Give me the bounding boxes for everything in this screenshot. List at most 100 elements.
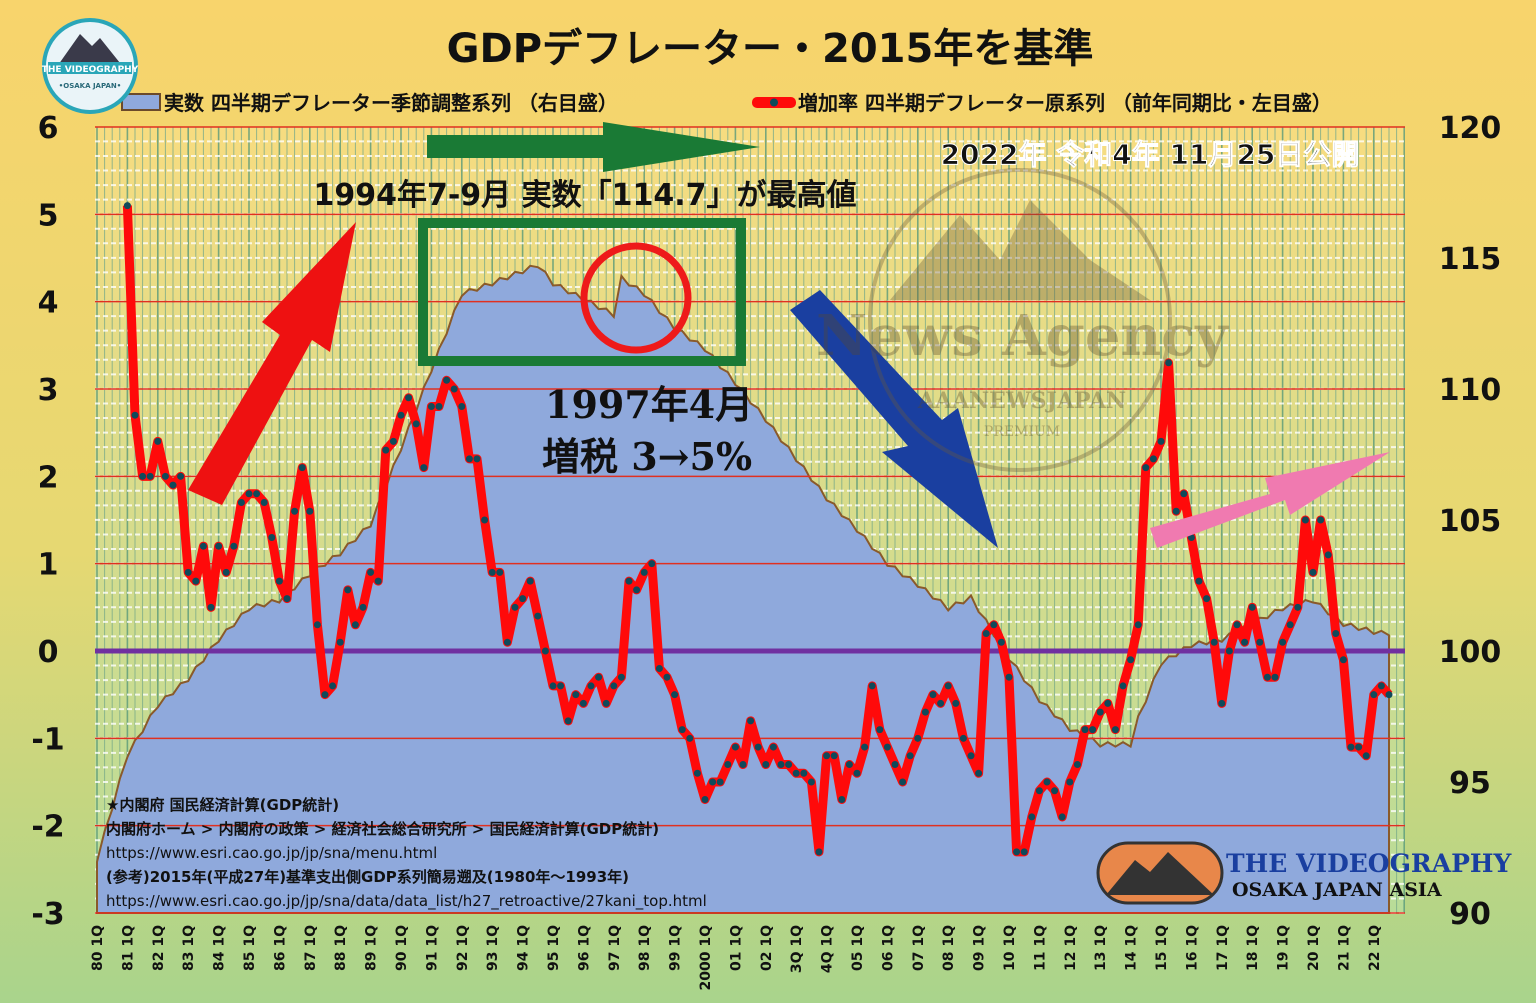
growth-rate-point — [1134, 621, 1142, 629]
svg-text:★内閣府 国民経済計算(GDP統計): ★内閣府 国民経済計算(GDP統計) — [106, 796, 339, 814]
growth-rate-point — [367, 568, 375, 576]
growth-rate-point — [899, 778, 907, 786]
growth-rate-point — [169, 481, 177, 489]
growth-rate-point — [800, 769, 808, 777]
growth-rate-point — [762, 761, 770, 769]
x-axis-tick-label: 20 1Q — [1306, 925, 1322, 971]
growth-rate-point — [1317, 516, 1325, 524]
growth-rate-point — [709, 778, 717, 786]
growth-rate-point — [1203, 595, 1211, 603]
growth-rate-point — [1195, 577, 1203, 585]
x-axis-tick-label: 84 1Q — [212, 925, 228, 971]
growth-rate-point — [792, 769, 800, 777]
x-axis-tick-label: 94 1Q — [516, 925, 532, 971]
growth-rate-point — [823, 752, 831, 760]
growth-rate-point — [139, 472, 147, 480]
growth-rate-point — [997, 638, 1005, 646]
left-axis-tick-label: 4 — [38, 286, 59, 321]
growth-rate-point — [275, 577, 283, 585]
x-axis-tick-label: 88 1Q — [333, 925, 349, 971]
x-axis-tick-label: 98 1Q — [637, 925, 653, 971]
growth-rate-point — [511, 603, 519, 611]
growth-rate-point — [344, 586, 352, 594]
growth-rate-point — [207, 603, 215, 611]
left-axis-tick-label: 1 — [38, 548, 59, 583]
legend-label-line: 増加率 四半期デフレーター原系列 （前年同期比・左目盛） — [798, 91, 1332, 115]
x-axis-tick-label: 89 1Q — [364, 925, 380, 971]
x-axis-tick-label: 05 1Q — [850, 925, 866, 971]
growth-rate-point — [161, 472, 169, 480]
growth-rate-point — [1035, 787, 1043, 795]
growth-rate-point — [975, 769, 983, 777]
growth-rate-point — [1339, 656, 1347, 664]
x-axis-tick-label: 2000 1Q — [698, 925, 714, 991]
x-axis-tick-label: 16 1Q — [1184, 925, 1200, 971]
growth-rate-point — [1180, 490, 1188, 498]
videography-logo-bottom: THE VIDEOGRAPHY OSAKA JAPAN ASIA — [1096, 841, 1513, 905]
x-axis-tick-label: 17 1Q — [1215, 925, 1231, 971]
x-axis-tick-label: 81 1Q — [120, 925, 136, 971]
growth-rate-point — [1058, 813, 1066, 821]
growth-rate-point — [579, 699, 587, 707]
growth-rate-point — [389, 437, 397, 445]
x-axis-tick-label: 01 1Q — [728, 925, 744, 971]
svg-text:THE VIDEOGRAPHY: THE VIDEOGRAPHY — [1226, 849, 1513, 878]
growth-rate-point — [534, 612, 542, 620]
growth-rate-point — [1279, 638, 1287, 646]
growth-rate-point — [1119, 682, 1127, 690]
growth-rate-point — [595, 673, 603, 681]
x-axis-tick-label: 14 1Q — [1124, 925, 1140, 971]
growth-rate-point — [1233, 621, 1241, 629]
growth-rate-point — [351, 621, 359, 629]
growth-rate-point — [959, 734, 967, 742]
x-axis-tick-label: 06 1Q — [880, 925, 896, 971]
growth-rate-point — [572, 691, 580, 699]
right-axis-ticks: 120 115 110 105 100 95 90 — [1439, 111, 1502, 932]
x-axis-tick-label: 93 1Q — [485, 925, 501, 971]
svg-text:THE VIDEOGRAPHY: THE VIDEOGRAPHY — [42, 65, 139, 75]
growth-rate-point — [519, 595, 527, 603]
growth-rate-point — [655, 664, 663, 672]
growth-rate-point — [1149, 455, 1157, 463]
growth-rate-point — [731, 743, 739, 751]
growth-rate-point — [693, 769, 701, 777]
x-axis-tick-label: 3Q 1Q — [789, 925, 805, 973]
growth-rate-markers — [123, 202, 1393, 856]
x-axis-tick-label: 85 1Q — [242, 925, 258, 971]
svg-text:PREMIUM: PREMIUM — [984, 424, 1060, 440]
growth-rate-point — [526, 577, 534, 585]
growth-rate-point — [1165, 359, 1173, 367]
growth-rate-point — [359, 603, 367, 611]
growth-rate-point — [177, 472, 185, 480]
growth-rate-point — [602, 699, 610, 707]
growth-rate-point — [1028, 813, 1036, 821]
growth-rate-point — [1286, 621, 1294, 629]
growth-rate-point — [868, 682, 876, 690]
peak-annotation: 1994年7-9月 実数「114.7」が最高値 — [313, 178, 856, 213]
growth-rate-point — [230, 542, 238, 550]
growth-rate-point — [184, 568, 192, 576]
growth-rate-point — [1104, 699, 1112, 707]
tax-hike-circle — [580, 242, 692, 354]
x-axis-tick-label: 95 1Q — [546, 925, 562, 971]
right-axis-tick-label: 105 — [1439, 504, 1502, 539]
growth-rate-point — [1294, 603, 1302, 611]
growth-rate-point — [1324, 551, 1332, 559]
growth-rate-point — [435, 402, 443, 410]
svg-text:News Agency: News Agency — [816, 303, 1229, 369]
x-axis-tick-label: 07 1Q — [911, 925, 927, 971]
growth-rate-point — [845, 761, 853, 769]
growth-rate-point — [914, 734, 922, 742]
growth-rate-point — [906, 752, 914, 760]
videography-logo-top: THE VIDEOGRAPHY •OSAKA JAPAN• — [42, 18, 139, 114]
growth-rate-point — [724, 761, 732, 769]
growth-rate-point — [481, 516, 489, 524]
growth-rate-point — [412, 420, 420, 428]
x-axis-tick-label: 13 1Q — [1093, 925, 1109, 971]
growth-rate-point — [541, 647, 549, 655]
growth-rate-point — [1051, 787, 1059, 795]
growth-rate-point — [427, 402, 435, 410]
x-axis-tick-label: 82 1Q — [151, 925, 167, 971]
source-notes: ★内閣府 国民経済計算(GDP統計) 内閣府ホーム > 内閣府の政策 > 経済社… — [106, 796, 707, 911]
